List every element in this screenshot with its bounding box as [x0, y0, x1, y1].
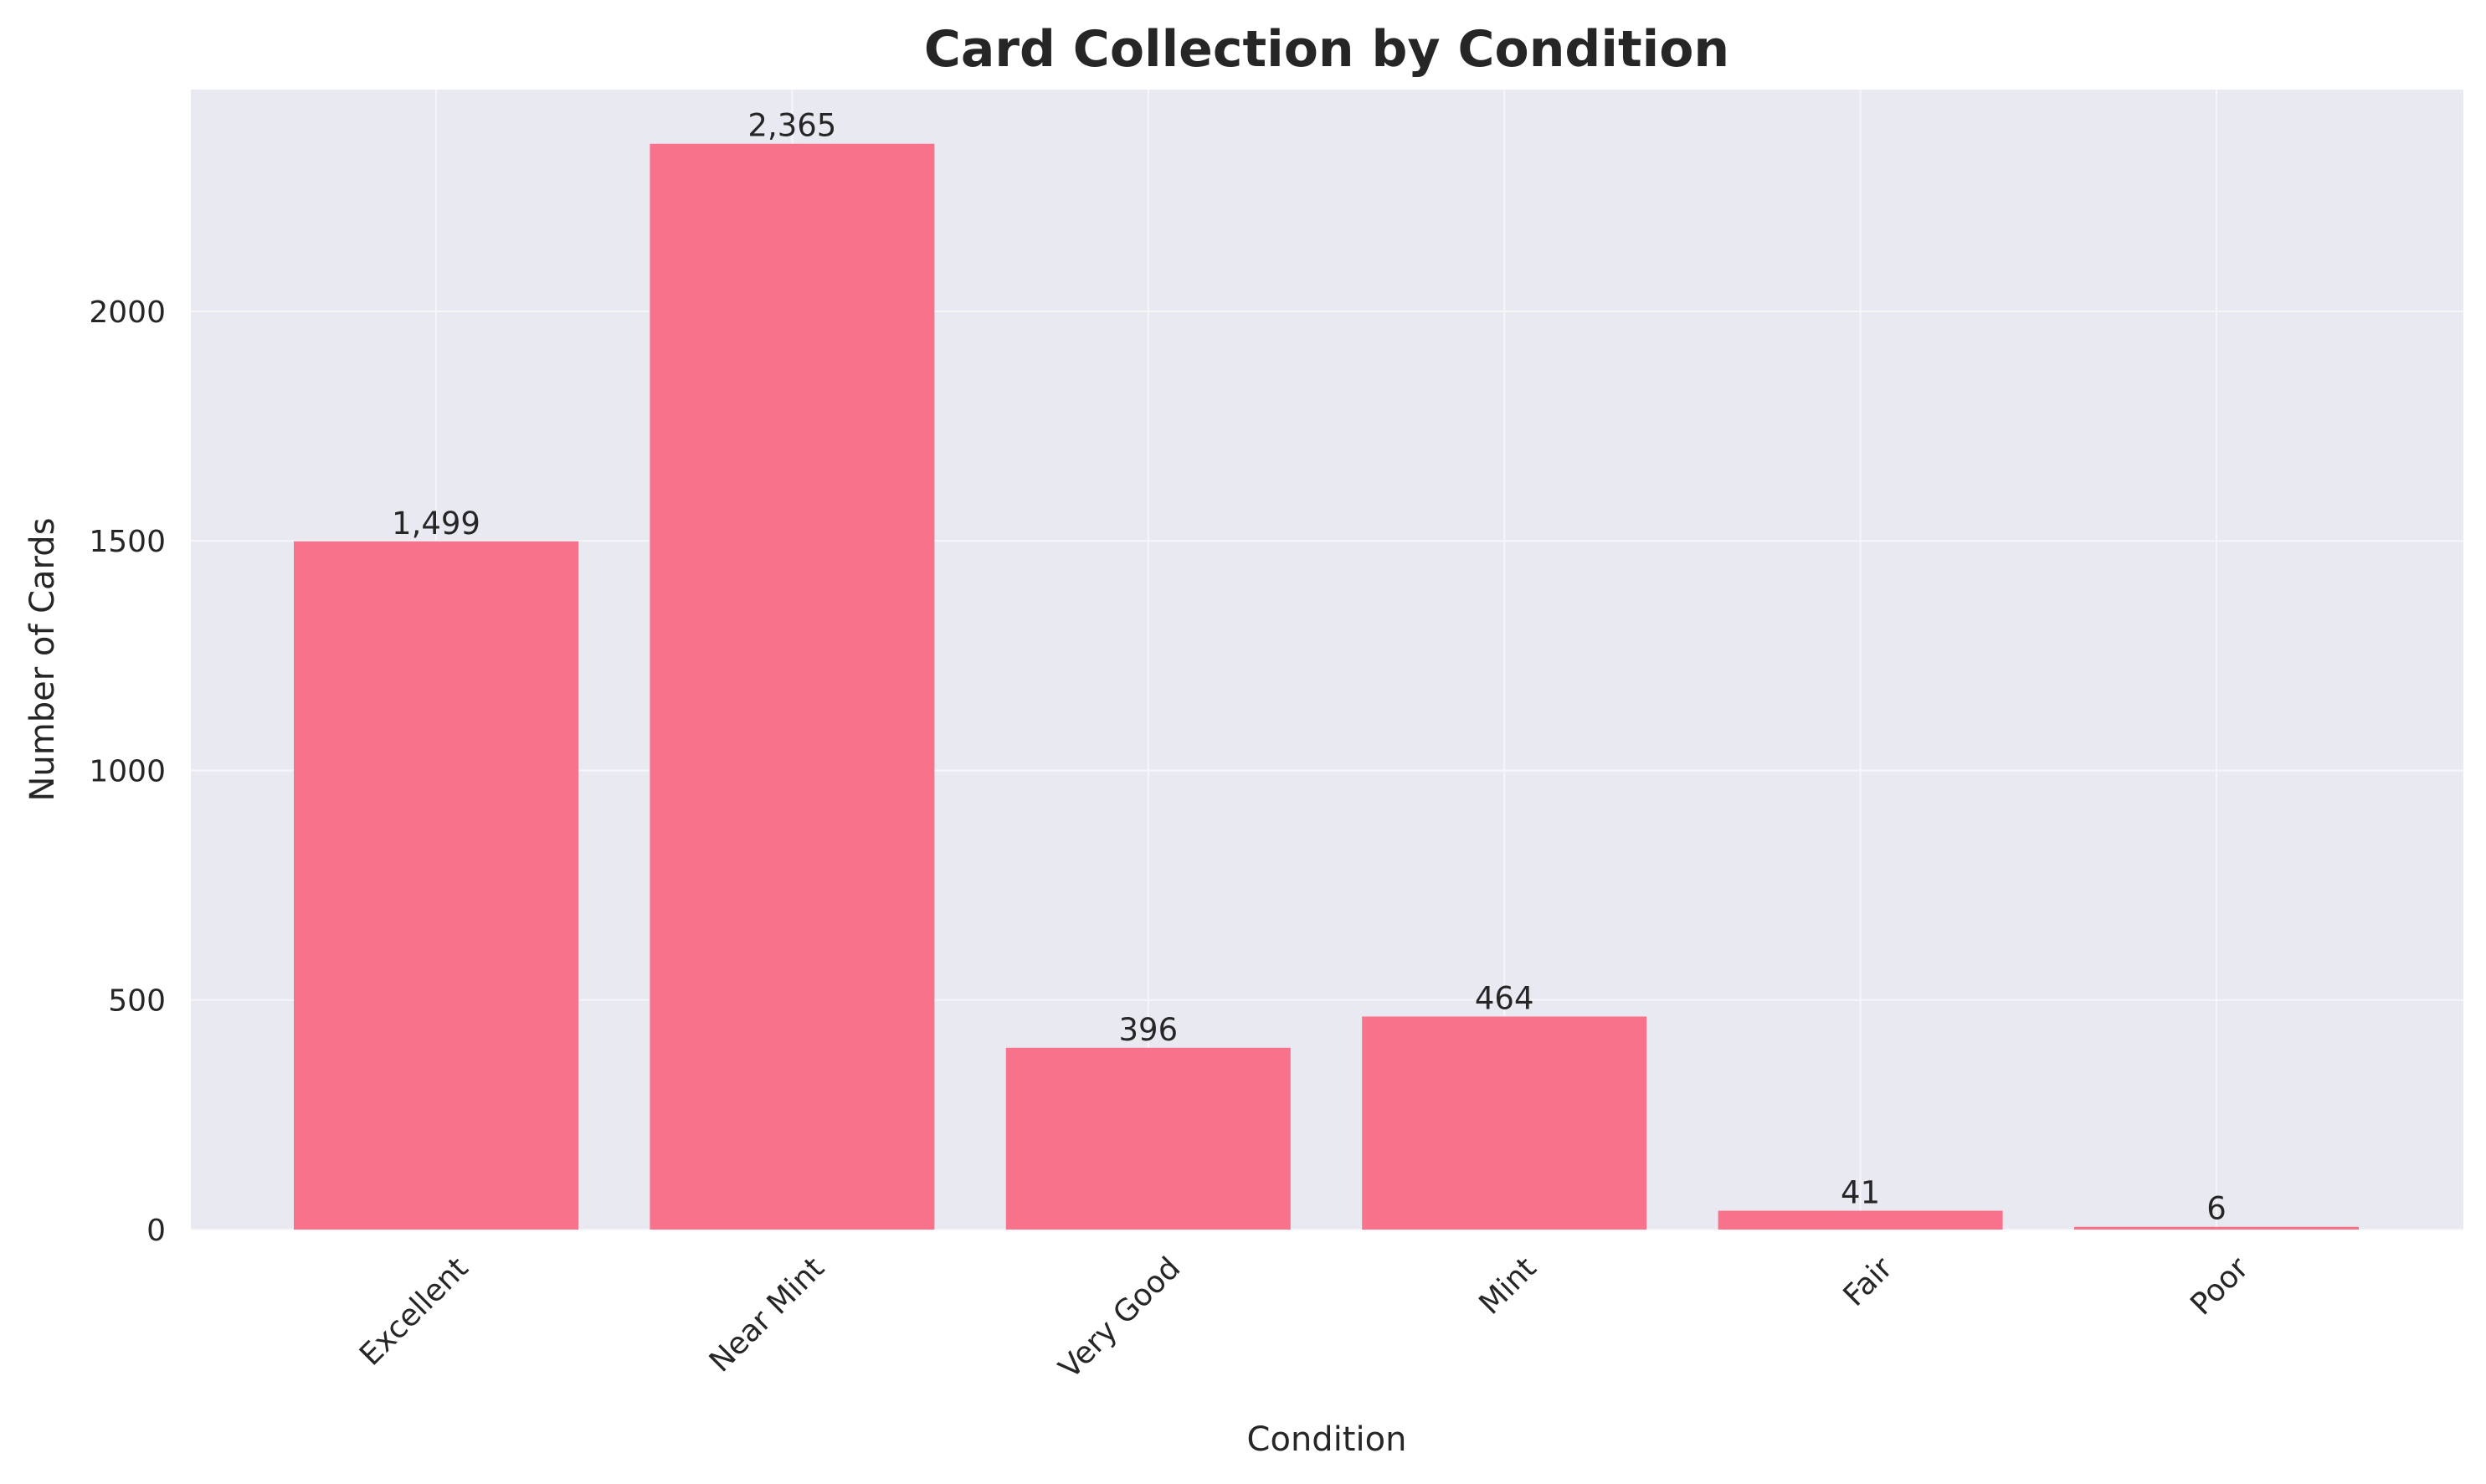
data-label: 396 [1118, 1012, 1178, 1048]
y-tick-label: 2000 [89, 295, 166, 330]
y-tick-label: 0 [146, 1214, 166, 1248]
bar-mint [1362, 1016, 1647, 1230]
bar-excellent [294, 541, 578, 1230]
bar-poor [2074, 1226, 2359, 1230]
y-tick-label: 500 [108, 984, 166, 1019]
bar-near-mint [650, 143, 935, 1230]
bar-very-good [1005, 1047, 1291, 1230]
y-tick-label: 1500 [89, 525, 166, 559]
y-tick-label: 1000 [89, 754, 166, 788]
data-label: 464 [1475, 980, 1534, 1016]
data-label: 2,365 [747, 108, 836, 144]
y-axis-title: Number of Cards [23, 517, 62, 801]
bars [294, 143, 2359, 1230]
data-labels: 1,499 2,365 396 464 41 6 [392, 108, 2227, 1227]
chart-title: Card Collection by Condition [924, 20, 1729, 79]
data-label: 1,499 [392, 506, 480, 542]
bar-fair [1718, 1210, 2003, 1230]
x-axis-title: Condition [1247, 1420, 1407, 1459]
y-axis-ticks: 0 500 1000 1500 2000 [89, 295, 166, 1248]
data-label: 6 [2206, 1191, 2227, 1227]
data-label: 41 [1841, 1175, 1880, 1211]
